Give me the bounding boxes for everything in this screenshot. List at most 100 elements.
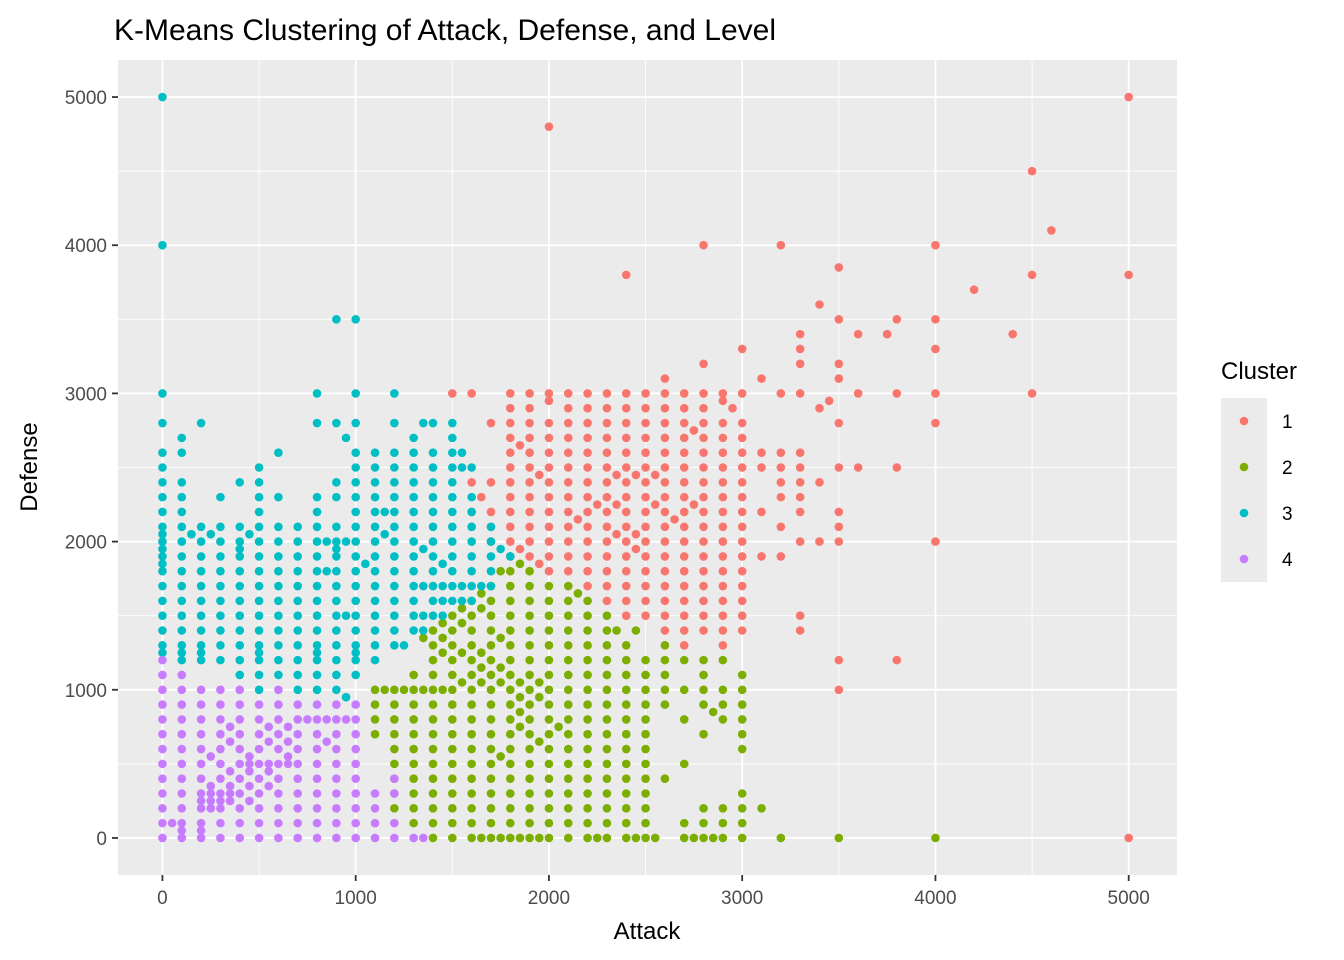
point-cluster-1	[525, 448, 534, 457]
point-cluster-2	[515, 692, 525, 702]
point-cluster-3	[177, 492, 187, 502]
point-cluster-1	[834, 463, 844, 472]
point-cluster-1	[641, 537, 650, 546]
point-cluster-4	[158, 685, 167, 695]
point-cluster-1	[641, 478, 650, 487]
point-cluster-2	[370, 715, 380, 724]
point-cluster-2	[486, 818, 496, 828]
point-cluster-2	[679, 715, 689, 724]
point-cluster-1	[621, 581, 631, 591]
point-cluster-3	[274, 448, 283, 457]
point-cluster-3	[254, 463, 264, 472]
point-cluster-3	[177, 581, 187, 591]
point-cluster-4	[283, 722, 293, 732]
point-cluster-2	[708, 707, 718, 717]
point-cluster-2	[737, 685, 747, 695]
point-cluster-2	[496, 566, 505, 576]
point-cluster-2	[448, 655, 457, 665]
point-cluster-4	[196, 715, 206, 724]
point-cluster-2	[689, 833, 699, 843]
point-cluster-2	[496, 663, 505, 672]
point-cluster-3	[274, 611, 283, 620]
point-cluster-3	[486, 537, 496, 546]
point-cluster-3	[158, 529, 167, 539]
point-cluster-1	[544, 122, 554, 131]
point-cluster-3	[467, 463, 476, 472]
point-cluster-2	[505, 670, 515, 680]
point-cluster-1	[699, 611, 708, 620]
point-cluster-2	[679, 818, 689, 828]
point-cluster-2	[477, 603, 486, 613]
point-cluster-3	[419, 418, 428, 428]
point-cluster-4	[274, 833, 283, 843]
point-cluster-3	[409, 611, 418, 620]
point-cluster-1	[544, 492, 554, 502]
point-cluster-2	[563, 685, 573, 695]
point-cluster-3	[351, 670, 360, 680]
point-cluster-1	[486, 478, 496, 487]
point-cluster-2	[428, 818, 438, 828]
point-cluster-1	[892, 463, 902, 472]
point-cluster-3	[196, 418, 206, 428]
point-cluster-2	[679, 833, 689, 843]
point-cluster-2	[515, 722, 525, 732]
point-cluster-2	[409, 818, 418, 828]
point-cluster-1	[505, 448, 515, 457]
point-cluster-2	[699, 685, 708, 695]
point-cluster-3	[409, 492, 418, 502]
point-cluster-1	[737, 448, 747, 457]
point-cluster-3	[177, 648, 187, 658]
y-tick-label: 0	[96, 829, 107, 850]
point-cluster-3	[274, 566, 283, 576]
point-cluster-3	[457, 463, 467, 472]
point-cluster-3	[274, 626, 283, 635]
point-cluster-2	[505, 685, 515, 695]
point-cluster-3	[312, 648, 322, 658]
chart-title: K-Means Clustering of Attack, Defense, a…	[114, 14, 776, 47]
point-cluster-4	[216, 715, 225, 724]
point-cluster-3	[254, 641, 264, 650]
point-cluster-4	[283, 759, 293, 769]
point-cluster-3	[216, 641, 225, 650]
point-cluster-1	[679, 507, 689, 517]
point-cluster-3	[341, 433, 351, 443]
point-cluster-2	[583, 700, 592, 709]
point-cluster-4	[225, 796, 235, 806]
point-cluster-3	[158, 581, 167, 591]
point-cluster-3	[274, 492, 283, 502]
point-cluster-4	[196, 744, 206, 754]
point-cluster-3	[428, 596, 438, 606]
point-cluster-1	[602, 478, 612, 487]
point-cluster-3	[196, 611, 206, 620]
point-cluster-1	[467, 389, 476, 398]
point-cluster-3	[390, 626, 399, 635]
point-cluster-2	[641, 729, 650, 739]
point-cluster-2	[467, 670, 476, 680]
point-cluster-3	[235, 670, 245, 680]
point-cluster-4	[177, 685, 187, 695]
point-cluster-1	[631, 544, 641, 554]
point-cluster-1	[718, 626, 728, 635]
x-tick-label: 3000	[721, 888, 763, 909]
point-cluster-3	[370, 507, 380, 517]
point-cluster-1	[834, 655, 844, 665]
point-cluster-4	[264, 759, 274, 769]
y-tick-label: 3000	[65, 384, 107, 405]
point-cluster-4	[158, 655, 167, 665]
point-cluster-4	[245, 781, 254, 791]
point-cluster-4	[264, 737, 274, 746]
point-cluster-2	[467, 804, 476, 813]
point-cluster-3	[370, 655, 380, 665]
point-cluster-3	[274, 522, 283, 532]
point-cluster-4	[293, 804, 303, 813]
point-cluster-2	[737, 789, 747, 798]
point-cluster-4	[216, 685, 225, 695]
point-cluster-2	[718, 818, 728, 828]
point-cluster-2	[563, 804, 573, 813]
point-cluster-3	[351, 522, 360, 532]
point-cluster-4	[206, 789, 216, 798]
point-cluster-1	[525, 537, 534, 546]
point-cluster-1	[776, 240, 786, 250]
point-cluster-1	[699, 626, 708, 635]
